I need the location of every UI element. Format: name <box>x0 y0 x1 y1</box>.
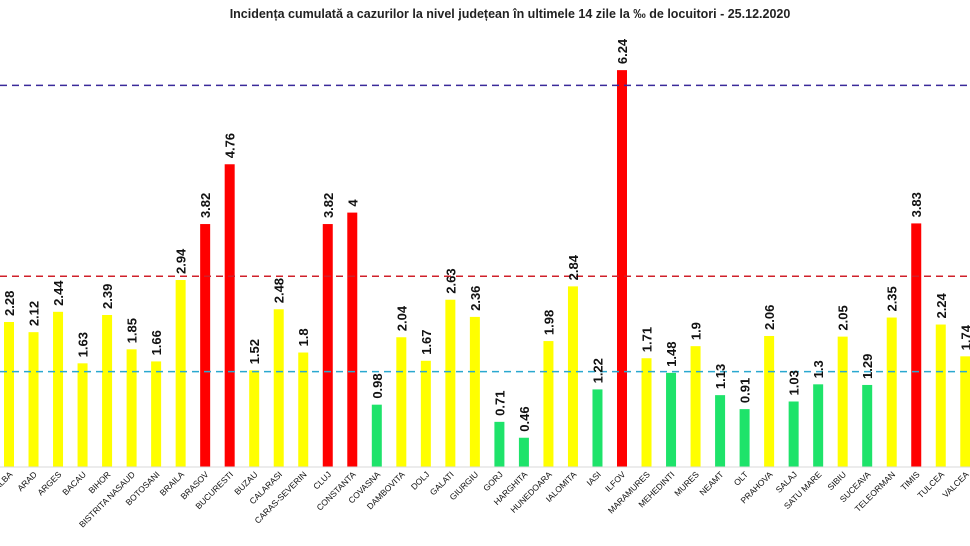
bar-valcea <box>960 356 970 467</box>
data-label: 3.83 <box>909 192 924 217</box>
category-label: MURES <box>672 469 701 498</box>
bar-buzau <box>249 370 260 467</box>
bar-salaj <box>788 401 799 467</box>
category-label: BACAU <box>60 469 88 497</box>
data-label: 2.05 <box>836 305 851 330</box>
bar-dolj <box>420 360 431 467</box>
data-label: 2.63 <box>443 268 458 293</box>
data-label: 1.8 <box>296 328 311 346</box>
data-label: 1.71 <box>640 327 655 352</box>
bar-bihor <box>102 314 113 467</box>
category-label: VALCEA <box>940 469 970 500</box>
data-label: 1.03 <box>787 370 802 395</box>
bar-arges <box>53 311 64 467</box>
bar-harghita <box>518 437 529 467</box>
data-label: 1.98 <box>541 310 556 335</box>
category-label: DOLJ <box>409 469 431 491</box>
data-label: 2.94 <box>174 248 189 274</box>
data-label: 2.48 <box>272 278 287 303</box>
data-label: 1.52 <box>247 339 262 364</box>
bar-gorj <box>494 421 505 467</box>
data-label: 4 <box>345 199 360 207</box>
data-label: 2.39 <box>100 284 115 309</box>
data-label: 2.84 <box>566 254 581 280</box>
data-label: 2.28 <box>2 291 17 316</box>
data-label: 1.22 <box>590 358 605 383</box>
data-label: 0.71 <box>492 391 507 416</box>
data-label: 4.76 <box>223 133 238 158</box>
bar-alba <box>4 321 14 467</box>
data-label: 1.13 <box>713 364 728 389</box>
data-label: 1.67 <box>419 329 434 354</box>
data-label: 2.35 <box>885 286 900 311</box>
bar-giurgiu <box>469 316 480 467</box>
bar-satu-mare <box>813 384 824 467</box>
bar-botosani <box>151 361 162 467</box>
bar-neamt <box>715 395 726 467</box>
data-label: 1.74 <box>958 324 970 350</box>
bar-covasna <box>371 404 382 467</box>
data-label: 0.46 <box>517 406 532 431</box>
bar-brasov <box>200 224 211 467</box>
bar-prahova <box>764 335 775 467</box>
data-label: 1.85 <box>125 318 140 343</box>
data-label: 2.04 <box>394 305 409 331</box>
bar-iasi <box>592 389 603 467</box>
data-label: 1.3 <box>811 360 826 378</box>
bar-teleorman <box>886 317 897 467</box>
data-label: 2.44 <box>51 280 66 306</box>
bar-bistrita-nasaud <box>126 349 137 467</box>
bar-olt <box>739 409 750 467</box>
bar-galati <box>445 299 456 467</box>
chart-title: Incidența cumulată a cazurilor la nivel … <box>230 7 791 21</box>
bar-maramures <box>641 358 652 467</box>
category-label: IASI <box>584 469 602 487</box>
data-label: 6.24 <box>615 38 630 64</box>
data-label: 1.63 <box>76 332 91 357</box>
bar-constanta <box>347 212 358 467</box>
bar-ilfov <box>617 70 627 468</box>
bar-mehedinti <box>666 372 677 467</box>
category-label: ARGES <box>35 469 63 497</box>
data-label: 1.66 <box>149 330 164 355</box>
data-label: 1.48 <box>664 342 679 367</box>
data-label: 2.24 <box>934 292 949 318</box>
bar-sibiu <box>837 336 848 467</box>
bar-suceava <box>862 384 873 467</box>
data-label: 3.82 <box>321 193 336 218</box>
bar-dambovita <box>396 337 407 467</box>
bar-mures <box>690 346 701 467</box>
bar-cluj <box>322 224 333 467</box>
bar-calarasi <box>273 309 284 467</box>
bar-tulcea <box>935 324 946 467</box>
bar-timis <box>911 223 922 467</box>
bar-ialomita <box>567 286 578 467</box>
data-label: 2.12 <box>27 301 42 326</box>
category-label: ALBA <box>0 469 15 492</box>
data-label: 3.82 <box>198 193 213 218</box>
bar-braila <box>175 280 186 467</box>
bar-caras-severin <box>298 352 309 467</box>
data-label: 0.98 <box>370 373 385 398</box>
bar-bucuresti <box>224 164 235 467</box>
category-label: OLT <box>732 469 750 487</box>
bar-bacau <box>77 363 88 467</box>
category-label: NEAMT <box>697 469 725 497</box>
data-label: 2.36 <box>468 286 483 311</box>
data-label: 0.91 <box>738 378 753 403</box>
data-label: 1.9 <box>689 322 704 340</box>
data-label: 1.29 <box>860 354 875 379</box>
category-label: CLUJ <box>311 469 333 491</box>
category-label: TULCEA <box>915 469 946 500</box>
bar-arad <box>28 332 39 467</box>
bar-hunedoara <box>543 341 554 467</box>
category-label: SIBIU <box>825 469 848 492</box>
data-label: 2.06 <box>762 305 777 330</box>
